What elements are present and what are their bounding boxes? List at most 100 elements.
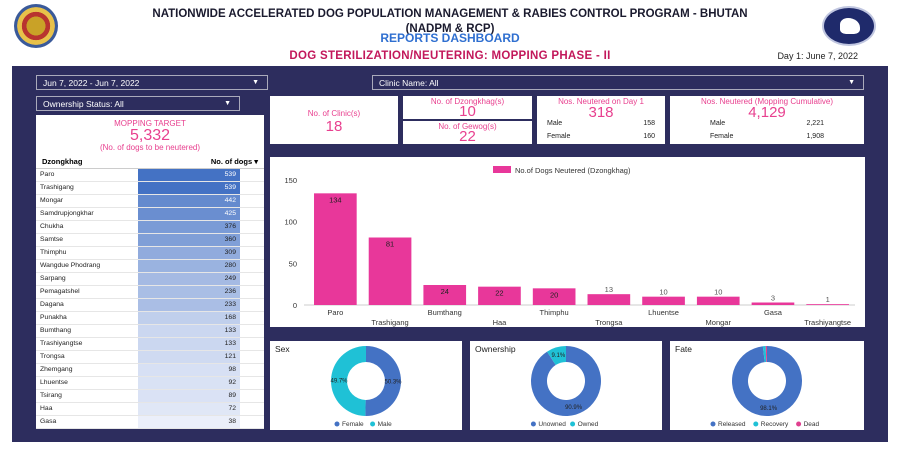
ownership-filter[interactable]: Ownership Status: All ▼: [36, 96, 240, 111]
row-dzongkhag: Trashiyangtse: [40, 340, 83, 347]
donut-slice[interactable]: [732, 346, 802, 416]
table-row[interactable]: Thimphu 309: [36, 247, 264, 260]
x-tick-label: Paro: [327, 308, 343, 317]
bar[interactable]: [642, 296, 685, 305]
x-tick-label: Mongar: [706, 318, 732, 327]
donut-slice[interactable]: [331, 346, 366, 416]
dzongkhag-table: Dzongkhag No. of dogs ▾ Paro 539 Trashigan…: [36, 154, 264, 429]
slice-value-label: 98.1%: [760, 406, 778, 412]
row-dog-count: 168: [138, 312, 240, 324]
x-tick-label: Thimphu: [540, 308, 569, 317]
table-row[interactable]: Pemagatshel 236: [36, 286, 264, 299]
table-row[interactable]: Trongsa 121: [36, 351, 264, 364]
table-row[interactable]: Trashigang 539: [36, 182, 264, 195]
legend-dot: [370, 421, 376, 427]
donut-slice[interactable]: [531, 346, 601, 416]
legend-label: Recovery: [761, 421, 789, 428]
legend-dot: [334, 421, 340, 427]
y-tick-label: 0: [293, 301, 297, 310]
table-row[interactable]: Samdrupjongkhar 425: [36, 208, 264, 221]
cumulative-value: 4,129: [748, 104, 786, 121]
row-dzongkhag: Haa: [40, 405, 53, 412]
table-row[interactable]: Tsirang 89: [36, 390, 264, 403]
sex-donut-card: Sex 50.3% 49.7% Female Male: [270, 341, 462, 430]
table-row[interactable]: Samtse 360: [36, 234, 264, 247]
row-dzongkhag: Samdrupjongkhar: [40, 210, 94, 217]
table-row[interactable]: Haa 72: [36, 403, 264, 416]
row-dog-count: 425: [138, 208, 240, 220]
table-row[interactable]: Dagana 233: [36, 299, 264, 312]
row-dog-count: 236: [138, 286, 240, 298]
dzongkhags-value: 10: [459, 103, 476, 120]
table-row[interactable]: Chukha 376: [36, 221, 264, 234]
row-dog-count: 360: [138, 234, 240, 246]
bhutan-emblem-logo: [14, 4, 58, 48]
cumulative-label: Nos. Neutered (Mopping Cumulative): [700, 97, 834, 106]
donut-slice[interactable]: [365, 346, 402, 416]
row-dzongkhag: Zhemgang: [40, 366, 73, 373]
ownership-donut-chart: 90.9% 9.1% Unowned Owned: [530, 346, 601, 428]
col-dzongkhag-header[interactable]: Dzongkhag: [42, 157, 83, 166]
target-value: 5,332: [129, 127, 171, 144]
table-row[interactable]: Punakha 168: [36, 312, 264, 325]
clinic-filter[interactable]: Clinic Name: All ▼: [372, 75, 864, 90]
cumulative-card: Nos. Neutered (Mopping Cumulative) 4,129…: [670, 96, 864, 144]
day1-card: Nos. Neutered on Day 1 318 Male 158 Fema…: [537, 96, 665, 144]
bar[interactable]: [368, 237, 412, 306]
row-dzongkhag: Mongar: [40, 197, 64, 204]
row-dog-count: 539: [138, 169, 240, 181]
row-dog-count: 376: [138, 221, 240, 233]
bar-value-label: 13: [605, 285, 613, 294]
row-dog-count: 92: [138, 377, 240, 389]
row-dog-count: 72: [138, 403, 240, 415]
col-dogs-header[interactable]: No. of dogs ▾: [211, 157, 258, 166]
bar[interactable]: [532, 288, 576, 305]
clinics-card: No. of Clinic(s) 18: [270, 96, 398, 144]
date-range-filter[interactable]: Jun 7, 2022 - Jun 7, 2022 ▼: [36, 75, 268, 90]
day1-value: 318: [588, 104, 614, 121]
day1-male-value: 158: [643, 120, 655, 127]
table-row[interactable]: Zhemgang 98: [36, 364, 264, 377]
bar[interactable]: [314, 193, 357, 305]
bar[interactable]: [696, 296, 740, 305]
fate-donut-card: Fate 98.1% Released Recovery Dead: [670, 341, 864, 430]
table-row[interactable]: Trashiyangtse 133: [36, 338, 264, 351]
cum-female-label: Female: [710, 133, 734, 140]
bar-value-label: 20: [550, 290, 558, 299]
legend-label: No.of Dogs Neutered (Dzongkhag): [515, 166, 631, 175]
table-row[interactable]: Sarpang 249: [36, 273, 264, 286]
bar-value-label: 22: [495, 289, 503, 298]
day1-female-value: 160: [643, 133, 655, 140]
reports-dashboard-title: REPORTS DASHBOARD: [380, 31, 520, 45]
legend-dot: [530, 421, 536, 427]
day1-female-label: Female: [547, 133, 571, 140]
bar[interactable]: [751, 302, 795, 306]
bar[interactable]: [423, 285, 467, 305]
bar-value-label: 24: [441, 287, 449, 296]
donut-slice[interactable]: [762, 346, 767, 363]
bar-chart: No.of Dogs Neutered (Dzongkhag) 0 50 100 150…: [284, 166, 855, 327]
row-dog-count: 309: [138, 247, 240, 259]
table-row[interactable]: Mongar 442: [36, 195, 264, 208]
table-row[interactable]: Wangdue Phodrang 280: [36, 260, 264, 273]
table-row[interactable]: Lhuentse 92: [36, 377, 264, 390]
ownership-title: Ownership: [475, 344, 516, 354]
bar[interactable]: [806, 304, 849, 305]
bar[interactable]: [587, 294, 631, 305]
table-row[interactable]: Bumthang 133: [36, 325, 264, 338]
slice-value-label: 49.7%: [330, 379, 348, 385]
row-dzongkhag: Dagana: [40, 301, 64, 308]
gewogs-label: No. of Gewog(s): [438, 122, 497, 131]
table-row[interactable]: Gasa 38: [36, 416, 264, 429]
section-title: DOG STERILIZATION/NEUTERING: MOPPING PHA…: [289, 50, 611, 62]
row-dog-count: 280: [138, 260, 240, 272]
legend-label: Male: [378, 421, 392, 428]
dzongkhags-card: No. of Dzongkhag(s) 10: [403, 96, 532, 119]
donut-slice[interactable]: [547, 346, 566, 366]
bar[interactable]: [478, 286, 521, 305]
cum-male-value: 2,221: [806, 120, 824, 127]
table-row[interactable]: Paro 539: [36, 169, 264, 182]
row-dzongkhag: Pemagatshel: [40, 288, 80, 295]
donut-slice[interactable]: [765, 346, 767, 363]
